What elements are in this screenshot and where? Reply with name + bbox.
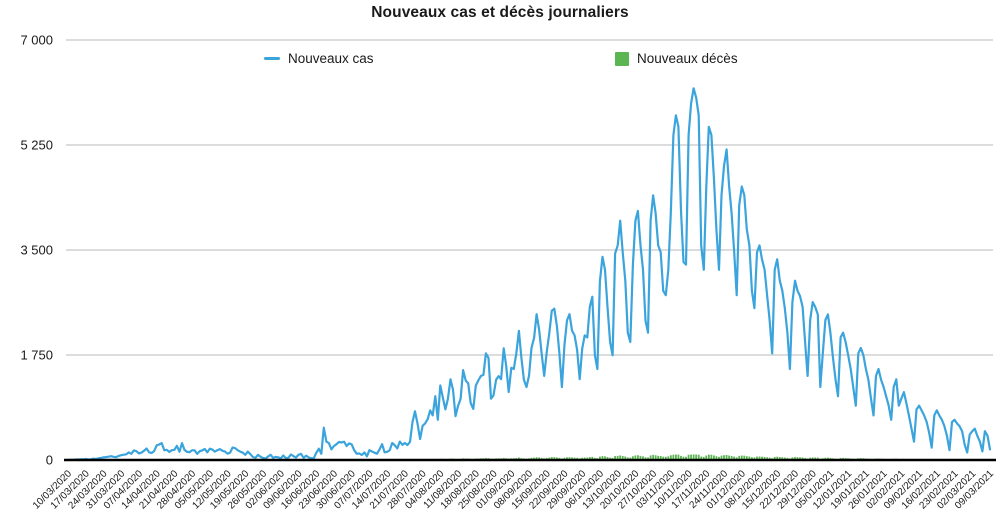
cases-line-swatch-icon	[264, 56, 280, 61]
y-tick-label: 1 750	[20, 348, 53, 363]
legend-item-deaths[interactable]: Nouveaux décès	[615, 50, 738, 67]
y-tick-label: 5 250	[20, 138, 53, 153]
y-tick-label: 3 500	[20, 243, 53, 258]
y-tick-label: 0	[46, 453, 53, 468]
legend-deaths-label: Nouveaux décès	[637, 51, 738, 66]
y-tick-label: 7 000	[20, 33, 53, 48]
legend-item-cases[interactable]: Nouveaux cas	[264, 50, 374, 67]
chart-title: Nouveaux cas et décès journaliers	[371, 4, 629, 21]
legend-cases-label: Nouveaux cas	[288, 51, 374, 66]
cases-line	[66, 87, 992, 461]
deaths-bar-swatch-icon	[615, 51, 629, 66]
